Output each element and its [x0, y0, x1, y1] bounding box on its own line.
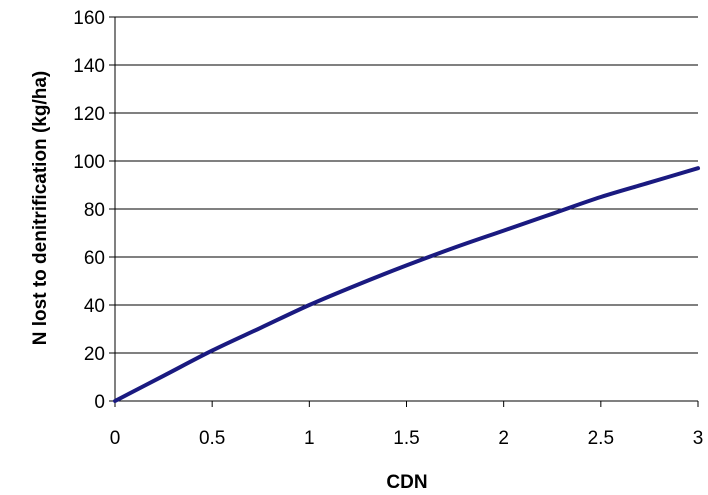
- y-tick-label: 40: [84, 296, 105, 317]
- y-axis-title: N lost to denitrification (kg/ha): [30, 71, 51, 345]
- y-tick-label: 20: [84, 344, 105, 365]
- y-tick-label: 60: [84, 248, 105, 269]
- axes: [109, 16, 699, 407]
- y-tick-label: 100: [73, 152, 105, 173]
- gridlines: [115, 16, 698, 354]
- y-tick-label: 120: [73, 104, 105, 125]
- x-tick-label: 2.5: [588, 428, 614, 449]
- series-group: [113, 166, 700, 403]
- x-tick-labels: 0 0.5 1 1.5 2 2.5 3: [110, 428, 704, 449]
- x-tick-label: 0.5: [199, 428, 225, 449]
- x-axis-title: CDN: [386, 472, 427, 493]
- y-tick-labels: 0 20 40 60 80 100 120 140 160: [73, 8, 105, 413]
- x-tick-label: 0: [110, 428, 121, 449]
- y-tick-label: 140: [73, 56, 105, 77]
- series-line: [113, 166, 700, 403]
- x-tick-label: 3: [693, 428, 704, 449]
- y-tick-label: 160: [73, 8, 105, 29]
- x-tick-label: 1.5: [393, 428, 419, 449]
- x-tick-label: 2: [498, 428, 509, 449]
- y-tick-label: 80: [84, 200, 105, 221]
- y-tick-label: 0: [94, 392, 105, 413]
- x-tick-label: 1: [304, 428, 315, 449]
